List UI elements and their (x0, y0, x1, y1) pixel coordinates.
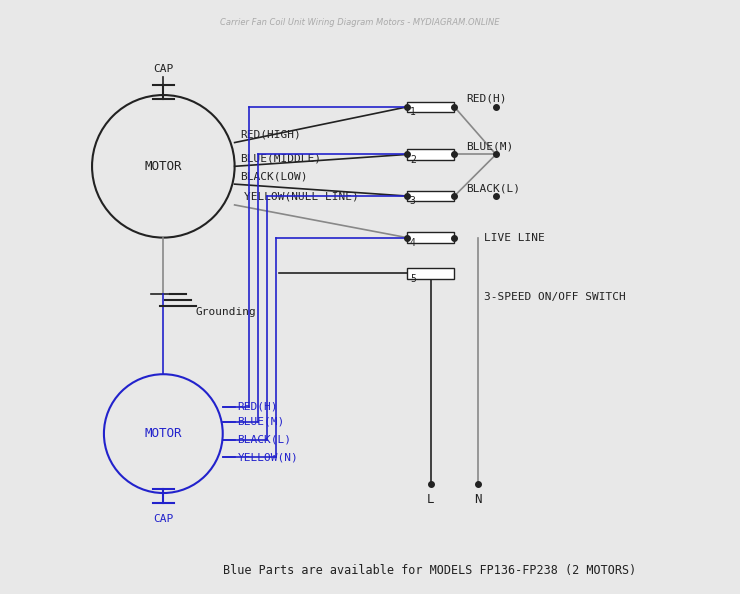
Text: N: N (474, 493, 482, 506)
Text: 2: 2 (410, 155, 416, 165)
Text: BLUE(M): BLUE(M) (466, 141, 514, 151)
FancyBboxPatch shape (407, 102, 454, 112)
Text: Grounding: Grounding (196, 307, 257, 317)
Text: 3: 3 (410, 197, 416, 206)
Text: MOTOR: MOTOR (144, 427, 182, 440)
Text: 4: 4 (410, 238, 416, 248)
Text: BLACK(L): BLACK(L) (238, 435, 292, 444)
FancyBboxPatch shape (407, 149, 454, 160)
Text: BLUE(M): BLUE(M) (238, 417, 285, 426)
Text: Blue Parts are available for MODELS FP136-FP238 (2 MOTORS): Blue Parts are available for MODELS FP13… (223, 564, 636, 577)
Text: YELLOW(N): YELLOW(N) (238, 453, 298, 462)
Text: CAP: CAP (153, 514, 173, 524)
FancyBboxPatch shape (407, 268, 454, 279)
Text: CAP: CAP (153, 64, 173, 74)
Text: 3-SPEED ON/OFF SWITCH: 3-SPEED ON/OFF SWITCH (484, 292, 626, 302)
Text: BLACK(L): BLACK(L) (466, 183, 520, 193)
Text: YELLOW(NULL LINE): YELLOW(NULL LINE) (243, 192, 358, 202)
Text: BLACK(LOW): BLACK(LOW) (240, 171, 308, 181)
Text: 5: 5 (410, 274, 416, 283)
Text: BLUE(MIDDLE): BLUE(MIDDLE) (240, 153, 322, 163)
FancyBboxPatch shape (407, 191, 454, 201)
Text: L: L (427, 493, 434, 506)
Text: RED(HIGH): RED(HIGH) (240, 129, 301, 140)
Text: Carrier Fan Coil Unit Wiring Diagram Motors - MYDIAGRAM.ONLINE: Carrier Fan Coil Unit Wiring Diagram Mot… (220, 18, 499, 27)
Text: 1: 1 (410, 108, 416, 117)
Text: MOTOR: MOTOR (144, 160, 182, 173)
Text: LIVE LINE: LIVE LINE (484, 233, 545, 242)
Text: RED(H): RED(H) (238, 402, 278, 412)
Text: RED(H): RED(H) (466, 94, 507, 104)
FancyBboxPatch shape (407, 232, 454, 243)
